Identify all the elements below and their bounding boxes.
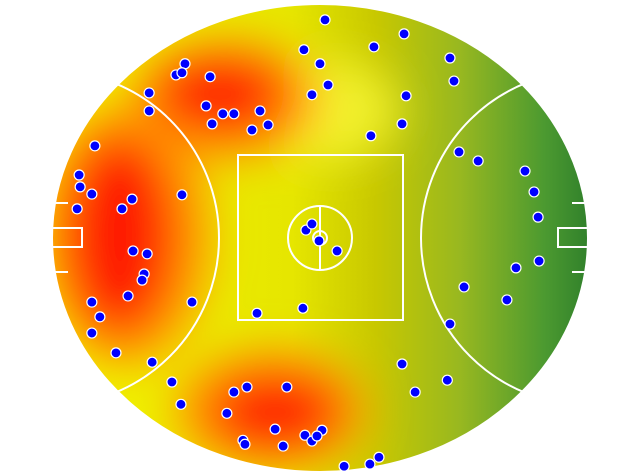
point — [221, 407, 233, 419]
point — [176, 67, 188, 79]
point — [331, 245, 343, 257]
point — [458, 281, 470, 293]
point — [444, 52, 456, 64]
centre-square — [237, 154, 404, 321]
point — [453, 146, 465, 158]
point — [298, 44, 310, 56]
point — [204, 71, 216, 83]
point — [532, 211, 544, 223]
point — [297, 302, 309, 314]
point — [126, 193, 138, 205]
point — [89, 140, 101, 152]
point — [200, 100, 212, 112]
point — [519, 165, 531, 177]
point — [228, 386, 240, 398]
point — [281, 381, 293, 393]
point — [448, 75, 460, 87]
point — [86, 188, 98, 200]
point — [319, 14, 331, 26]
point — [322, 79, 334, 91]
point — [73, 169, 85, 181]
point — [338, 460, 350, 472]
point — [365, 130, 377, 142]
point — [228, 108, 240, 120]
point — [533, 255, 545, 267]
point — [396, 358, 408, 370]
arc-50m — [52, 70, 220, 406]
point — [122, 290, 134, 302]
point — [251, 307, 263, 319]
point — [277, 440, 289, 452]
point — [94, 311, 106, 323]
point — [510, 262, 522, 274]
point — [141, 248, 153, 260]
point — [71, 203, 83, 215]
point — [368, 41, 380, 53]
point — [239, 438, 251, 450]
point — [186, 296, 198, 308]
point — [269, 423, 281, 435]
arc-50m — [420, 70, 588, 406]
point — [127, 245, 139, 257]
point — [472, 155, 484, 167]
point — [176, 189, 188, 201]
point — [311, 430, 323, 442]
point — [396, 118, 408, 130]
point — [74, 181, 86, 193]
point — [246, 124, 258, 136]
point — [373, 451, 385, 463]
point — [501, 294, 513, 306]
goal-square — [51, 227, 83, 248]
point — [175, 398, 187, 410]
point — [528, 186, 540, 198]
point — [262, 119, 274, 131]
point — [400, 90, 412, 102]
point — [217, 108, 229, 120]
point — [313, 235, 325, 247]
point — [116, 203, 128, 215]
point — [364, 458, 376, 470]
point — [143, 87, 155, 99]
goal-square — [557, 227, 589, 248]
point — [314, 58, 326, 70]
point — [444, 318, 456, 330]
point — [441, 374, 453, 386]
point — [86, 296, 98, 308]
point — [306, 218, 318, 230]
point — [409, 386, 421, 398]
point — [110, 347, 122, 359]
point — [398, 28, 410, 40]
point — [166, 376, 178, 388]
point — [306, 89, 318, 101]
point — [146, 356, 158, 368]
point — [136, 274, 148, 286]
point — [254, 105, 266, 117]
point — [143, 105, 155, 117]
point — [86, 327, 98, 339]
point — [206, 118, 218, 130]
point — [241, 381, 253, 393]
